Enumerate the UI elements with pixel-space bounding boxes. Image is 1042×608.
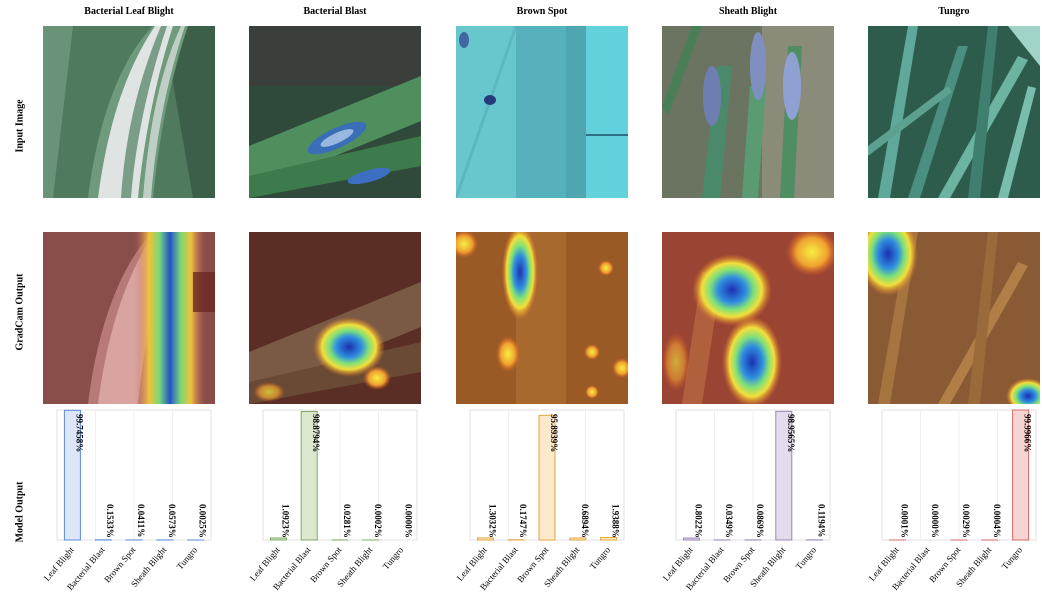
value-label-leaf-blight: 0.8022% [693,504,703,538]
value-label-leaf-blight: 1.3032% [487,504,497,538]
value-label-sheath-blight: 98.9565% [786,414,796,452]
column-title-bacterial-leaf-blight: Bacterial Leaf Blight [43,6,215,17]
tick-label-tungro: Tungro [175,544,200,571]
value-label-brown-spot: 0.0029% [961,504,971,538]
value-label-sheath-blight: 0.6894% [580,504,590,538]
value-label-leaf-blight: 1.0923% [280,504,290,538]
input-image-brown-spot [456,26,628,198]
value-label-tungro: 0.0025% [198,504,208,538]
input-image-tungro [868,26,1040,198]
bar-leaf-blight [270,538,286,540]
column-title-tungro: Tungro [868,6,1040,17]
bar-sheath-blight [570,538,586,540]
column-title-bacterial-blast: Bacterial Blast [249,6,421,17]
value-label-sheath-blight: 0.0004% [992,504,1002,538]
value-label-leaf-blight: 99.7458% [74,414,84,452]
value-label-bacterial-blast: 0.0349% [724,504,734,538]
value-label-tungro: 1.9388% [611,504,621,538]
value-label-bacterial-blast: 0.0000% [930,504,940,538]
tick-label-tungro: Tungro [794,544,819,571]
tick-label-tungro: Tungro [588,544,613,571]
input-image-sheath-blight [662,26,834,198]
value-label-bacterial-blast: 0.1533% [105,504,115,538]
bar-leaf-blight [683,538,699,540]
value-label-tungro: 0.1194% [817,504,827,537]
input-image-bacterial-leaf-blight [43,26,215,198]
gradcam-sheath-blight [662,232,834,404]
value-label-bacterial-blast: 0.1747% [518,504,528,538]
gradcam-bacterial-leaf-blight [43,232,215,404]
value-label-brown-spot: 95.8939% [549,414,559,452]
gradcam-brown-spot [456,232,628,404]
tick-label-tungro: Tungro [381,544,406,571]
value-label-leaf-blight: 0.0001% [899,504,909,538]
value-label-sheath-blight: 0.0002% [373,504,383,538]
input-image-bacterial-blast [249,26,421,198]
gradcam-tungro [868,232,1040,404]
column-title-sheath-blight: Sheath Blight [662,6,834,17]
value-label-tungro: 99.9966% [1023,414,1033,452]
value-label-sheath-blight: 0.0573% [167,504,177,538]
gradcam-bacterial-blast [249,232,421,404]
value-label-brown-spot: 0.0411% [136,504,146,537]
bar-tungro [601,537,617,540]
value-label-brown-spot: 0.0869% [755,504,765,538]
value-label-brown-spot: 0.0281% [342,504,352,538]
column-title-brown-spot: Brown Spot [456,6,628,17]
bar-leaf-blight [477,538,493,540]
tick-label-tungro: Tungro [1000,544,1025,571]
value-label-bacterial-blast: 98.8794% [311,414,321,452]
value-label-tungro: 0.0000% [404,504,414,538]
